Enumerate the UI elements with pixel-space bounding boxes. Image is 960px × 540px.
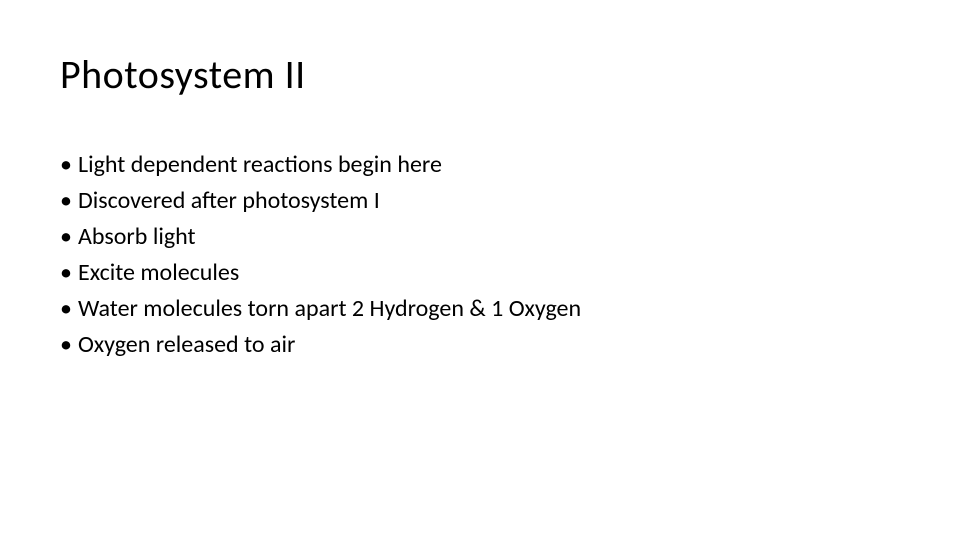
slide-title: Photosystem II [60,50,900,99]
bullet-item: Light dependent reactions begin here [60,147,900,183]
bullet-item: Excite molecules [60,255,900,291]
bullet-item: Oxygen released to air [60,327,900,363]
bullet-item: Absorb light [60,219,900,255]
bullet-item: Water molecules torn apart 2 Hydrogen & … [60,291,900,327]
bullet-list: Light dependent reactions begin here Dis… [60,147,900,363]
bullet-item: Discovered after photosystem I [60,183,900,219]
